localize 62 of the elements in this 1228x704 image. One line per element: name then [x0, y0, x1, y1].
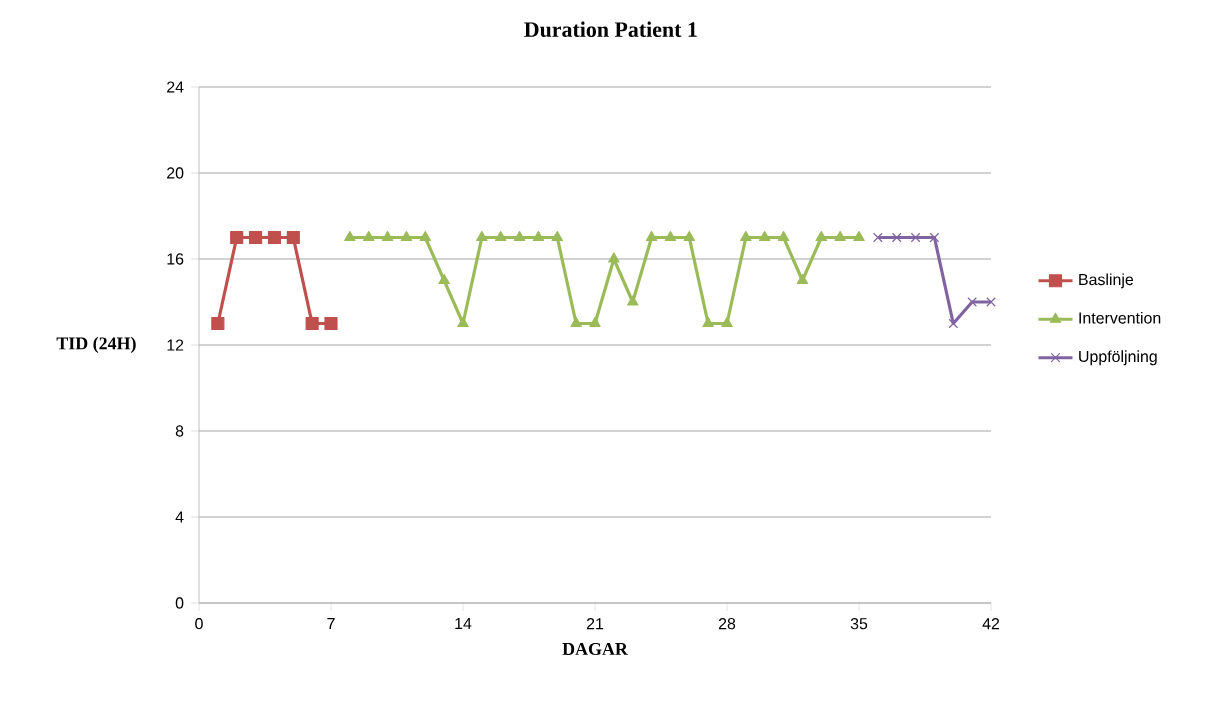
point: [400, 230, 413, 242]
x-tick-label: 7: [327, 618, 335, 629]
point: [834, 230, 846, 242]
x-tick-label: 42: [982, 618, 1000, 630]
legend-label: Baslinje: [1079, 273, 1134, 289]
point: [570, 316, 582, 328]
point: [211, 316, 225, 331]
point: [929, 232, 940, 243]
x-tick-label: 0: [195, 618, 203, 630]
point: [608, 252, 620, 263]
point: [815, 230, 828, 242]
y-tick-label: 16: [167, 253, 184, 265]
y-tick-label: 0: [175, 597, 184, 609]
point: [683, 230, 696, 242]
point: [494, 230, 507, 242]
point: [777, 230, 790, 242]
point: [626, 295, 639, 306]
point: [305, 316, 319, 331]
point: [664, 230, 677, 242]
legend-label: Intervention: [1079, 311, 1161, 324]
point: [344, 230, 356, 242]
point: [230, 230, 244, 245]
y-tick-label: 4: [175, 511, 184, 523]
point: [248, 230, 263, 245]
point: [589, 316, 601, 328]
point: [513, 230, 526, 242]
point: [910, 232, 921, 243]
point: [967, 297, 977, 307]
point: [438, 273, 450, 285]
point: [948, 318, 959, 329]
point: [645, 230, 658, 242]
point: [853, 230, 865, 242]
y-tick-label: 20: [167, 167, 184, 179]
point: [324, 316, 338, 331]
point: [873, 232, 883, 243]
y-tick-label: 8: [175, 425, 184, 437]
point: [267, 230, 282, 245]
legend-label: Uppföljning: [1079, 350, 1157, 366]
y-tick-label: 24: [167, 81, 184, 93]
point: [532, 230, 545, 242]
point: [286, 230, 300, 245]
point: [986, 297, 996, 307]
point: [721, 316, 733, 328]
point: [740, 230, 752, 242]
point: [796, 273, 809, 285]
x-tick-label: 35: [850, 618, 868, 630]
y-axis-title: TID (24H): [56, 336, 136, 354]
point: [476, 230, 488, 242]
x-tick-label: 28: [718, 618, 736, 630]
x-tick-label: 14: [455, 618, 472, 629]
point: [551, 230, 564, 242]
point: [702, 316, 714, 328]
x-tick-label: 21: [586, 618, 604, 630]
point: [362, 230, 375, 242]
point: [419, 230, 432, 242]
point: [891, 232, 902, 243]
point: [758, 230, 771, 242]
point: [457, 316, 469, 328]
x-axis-title: DAGAR: [562, 642, 629, 656]
chart-title: Duration Patient 1: [524, 21, 697, 38]
y-tick-label: 12: [167, 339, 184, 351]
point: [381, 230, 394, 242]
